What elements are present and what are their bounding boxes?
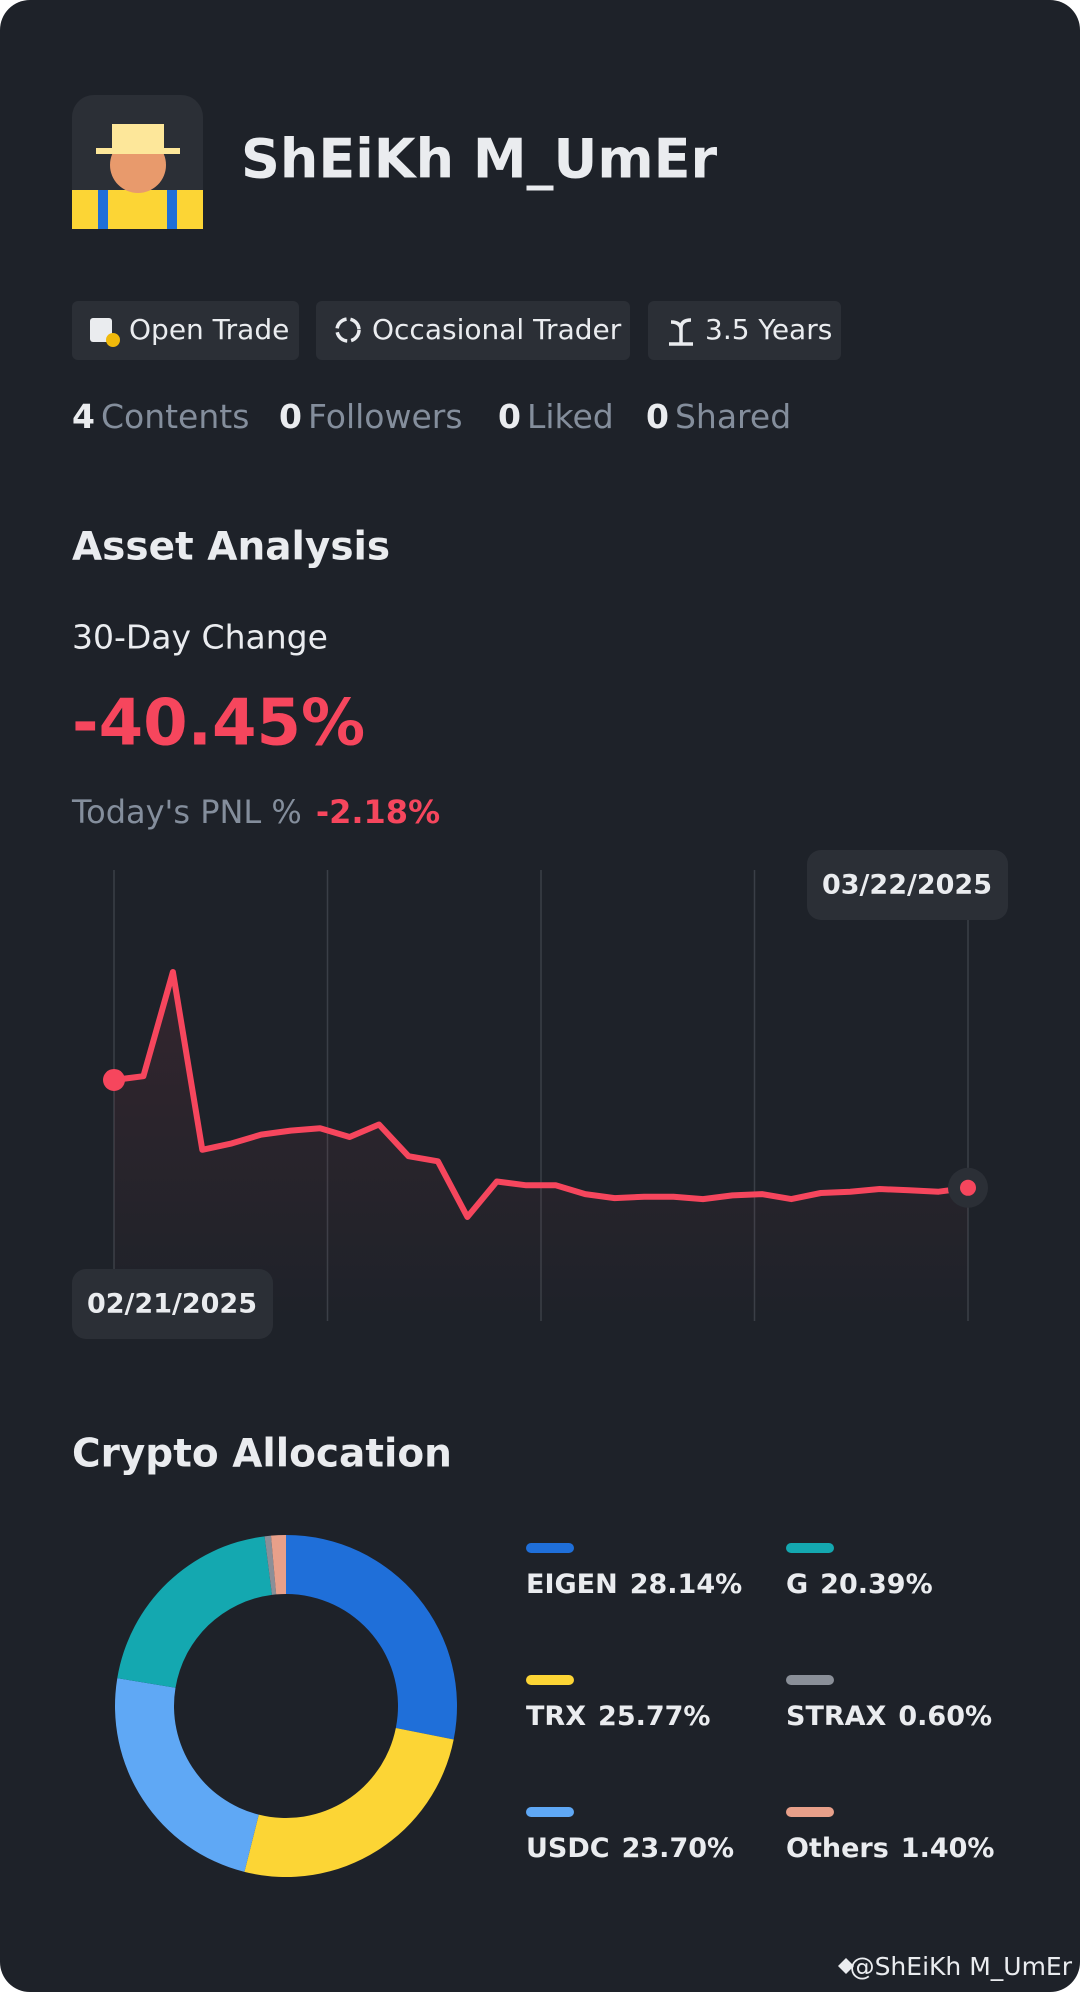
- donut-segment: [114, 1678, 259, 1872]
- line-area: [114, 972, 968, 1321]
- legend-text: G 20.39%: [786, 1569, 933, 1600]
- pnl: Today's PNL % -2.18%: [71, 793, 440, 831]
- legend-item[interactable]: STRAX 0.60%: [786, 1675, 992, 1732]
- date-tooltip: [807, 850, 1008, 920]
- watermark-text: @ShEiKh M_UmEr: [850, 1952, 1073, 1981]
- legend-value: 28.14%: [630, 1569, 742, 1600]
- legend-text: TRX 25.77%: [526, 1701, 711, 1732]
- stat[interactable]: 0 Liked: [498, 397, 614, 436]
- legend-name: STRAX: [786, 1701, 887, 1732]
- stat[interactable]: 0 Shared: [646, 397, 791, 436]
- date-tooltip: [72, 1269, 273, 1339]
- badge[interactable]: Open Trade: [72, 301, 299, 360]
- line-chart: 03/22/2025 02/21/2025: [72, 850, 1008, 1339]
- legend-value: 1.40%: [901, 1833, 995, 1864]
- badge[interactable]: Occasional Trader: [316, 301, 630, 360]
- stat[interactable]: 0 Followers: [279, 397, 463, 436]
- date-label: 03/22/2025: [822, 870, 992, 901]
- legend-value: 0.60%: [898, 1701, 992, 1732]
- avatar[interactable]: [72, 95, 203, 229]
- legend-item[interactable]: G 20.39%: [786, 1543, 933, 1600]
- badge-label: Occasional Trader: [372, 313, 622, 346]
- legend-swatch: [526, 1807, 574, 1817]
- legend-swatch: [526, 1543, 574, 1553]
- profile-name: ShEiKh M_UmEr: [241, 128, 718, 191]
- legend-text: Others 1.40%: [786, 1833, 994, 1864]
- legend-name: TRX: [526, 1701, 586, 1732]
- legend-name: G: [786, 1569, 808, 1600]
- badge-label: Open Trade: [129, 313, 289, 346]
- start-point: [103, 1068, 125, 1091]
- donut-segment: [270, 1535, 286, 1595]
- legend-value: 20.39%: [820, 1569, 932, 1600]
- legend-text: USDC 23.70%: [526, 1833, 734, 1864]
- legend-swatch: [786, 1675, 834, 1685]
- legend-value: 25.77%: [598, 1701, 710, 1732]
- donut-chart: EIGEN 28.14% TRX 25.77% USDC 23.70% G 20.39% STR…: [114, 1535, 994, 1878]
- legend-text: EIGEN 28.14%: [526, 1569, 742, 1600]
- pnl-label: Today's PNL %: [71, 793, 302, 831]
- watermark: @ShEiKh M_UmEr: [838, 1952, 1073, 1981]
- line: [113, 969, 969, 1220]
- stat-count: 0: [279, 397, 302, 436]
- legend-text: STRAX 0.60%: [786, 1701, 992, 1732]
- donut-segment: [264, 1535, 277, 1595]
- legend-name: USDC: [526, 1833, 610, 1864]
- stat-label: Shared: [675, 397, 791, 436]
- end-point: [960, 1179, 976, 1196]
- section-title: Crypto Allocation: [72, 1432, 452, 1477]
- donut-segment: [244, 1727, 454, 1878]
- donut-segment: [117, 1536, 272, 1688]
- stat-count: 0: [646, 397, 669, 436]
- legend-swatch: [786, 1807, 834, 1817]
- legend-item[interactable]: Others 1.40%: [786, 1807, 994, 1864]
- stat-count: 0: [498, 397, 521, 436]
- legend-name: Others: [786, 1833, 889, 1864]
- legend-item[interactable]: EIGEN 28.14%: [526, 1543, 742, 1600]
- pnl-value: -2.18%: [316, 793, 440, 831]
- badge[interactable]: 3.5 Years: [648, 301, 841, 360]
- badge-label: 3.5 Years: [705, 313, 832, 346]
- stat-label: Followers: [308, 397, 463, 436]
- stat-label: Contents: [101, 397, 249, 436]
- legend-name: EIGEN: [526, 1569, 618, 1600]
- date-label: 02/21/2025: [87, 1289, 257, 1320]
- legend-value: 23.70%: [622, 1833, 734, 1864]
- legend-item[interactable]: TRX 25.77%: [526, 1675, 711, 1732]
- legend-item[interactable]: USDC 23.70%: [526, 1807, 734, 1864]
- donut-segment: [286, 1535, 457, 1740]
- change-label: 30-Day Change: [72, 618, 328, 657]
- legend-swatch: [786, 1543, 834, 1553]
- stat[interactable]: 4 Contents: [72, 397, 249, 436]
- stat-label: Liked: [527, 397, 614, 436]
- change-value: -40.45%: [72, 687, 365, 761]
- legend-swatch: [526, 1675, 574, 1685]
- stat-count: 4: [72, 397, 95, 436]
- section-title: Asset Analysis: [72, 525, 390, 570]
